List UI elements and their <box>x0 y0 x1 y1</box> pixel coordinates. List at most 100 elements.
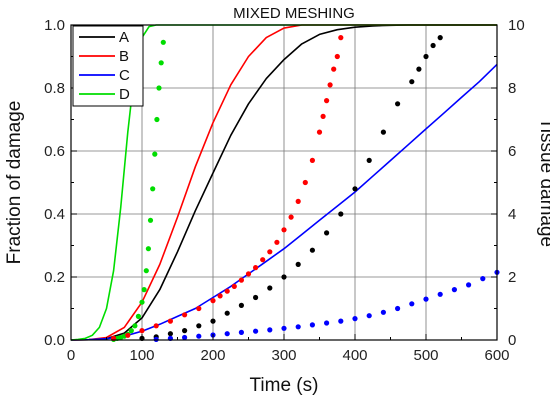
series-point <box>437 35 443 41</box>
legend-label: D <box>119 86 130 103</box>
series-point <box>466 282 472 288</box>
series-point <box>267 249 273 255</box>
series-point <box>245 271 252 277</box>
series-point <box>395 101 401 107</box>
x-tick-label: 0 <box>67 347 75 364</box>
series-point <box>295 324 301 330</box>
y-tick-label: 0.2 <box>44 269 65 286</box>
series-point <box>224 331 230 337</box>
series-point <box>338 211 344 217</box>
series-point <box>224 310 230 316</box>
series-point <box>152 151 158 157</box>
x-tick-label: 400 <box>342 347 367 364</box>
y-tick-label: 0.6 <box>44 143 65 160</box>
series-point <box>316 129 323 135</box>
series-point <box>281 227 287 233</box>
series-point <box>416 66 422 72</box>
series-point <box>324 98 330 104</box>
y-axis-title: Fraction of damage <box>4 101 25 265</box>
series-point <box>182 312 188 318</box>
y-tick-label: 0.4 <box>44 206 65 223</box>
series-point <box>437 291 443 297</box>
series-point <box>380 309 386 315</box>
series-point <box>423 53 429 60</box>
series-point <box>196 323 202 329</box>
series-point <box>281 325 287 331</box>
series-point <box>196 305 202 312</box>
y2-tick-label: 0 <box>508 332 516 349</box>
y-tick-label: 0.8 <box>44 80 65 97</box>
series-point <box>210 318 216 324</box>
series-point <box>366 157 372 163</box>
y-tick-label: 0.0 <box>44 332 65 349</box>
series-point <box>338 318 344 324</box>
series-point <box>147 217 154 223</box>
series-point <box>288 214 294 220</box>
legend-box <box>72 25 144 107</box>
axis-ticks: 0 100 200 300 400 500 600 0.0 0.2 0.4 0.6 0.8 1.0 0 2 4… <box>44 17 525 364</box>
series-point <box>324 320 330 326</box>
series-point <box>167 318 173 324</box>
series-point <box>253 294 259 301</box>
y2-tick-label: 10 <box>508 17 525 34</box>
x-tick-label: 600 <box>484 347 509 364</box>
series-point <box>480 276 486 282</box>
series-point <box>380 129 386 135</box>
y-tick-label: 1.0 <box>44 17 65 34</box>
series-point <box>217 293 223 299</box>
series-point <box>231 283 237 289</box>
series-point <box>141 287 147 293</box>
series-point <box>352 186 358 192</box>
series-point <box>309 322 315 328</box>
series-point <box>295 198 301 204</box>
series-point <box>210 298 216 304</box>
x-tick-label: 200 <box>200 347 225 364</box>
series-point <box>224 288 230 294</box>
series-point <box>145 246 151 252</box>
legend-label: A <box>119 29 129 46</box>
series-point <box>125 332 131 338</box>
x-tick-label: 100 <box>129 347 154 364</box>
series-point <box>135 313 141 319</box>
series-point <box>423 296 429 302</box>
y2-tick-label: 4 <box>508 206 516 223</box>
series-point <box>238 302 244 308</box>
series-point <box>334 53 340 60</box>
series-point <box>128 328 134 334</box>
series-point <box>260 257 266 263</box>
series-point <box>430 42 436 49</box>
y2-tick-label: 6 <box>508 143 516 160</box>
y2-axis-title: Tissue damage <box>536 118 550 247</box>
series-point <box>182 334 188 341</box>
series-point <box>267 327 273 333</box>
series-point <box>274 239 280 245</box>
series-point <box>331 66 337 72</box>
series-point <box>309 157 315 163</box>
series-point <box>324 230 330 236</box>
series-point <box>132 323 138 329</box>
series-point <box>409 301 415 307</box>
series-point <box>196 333 202 339</box>
series-point <box>238 277 244 283</box>
x-axis-title: Time (s) <box>250 375 319 396</box>
series-point <box>395 305 401 312</box>
series-point <box>139 328 145 334</box>
series-point <box>167 331 173 337</box>
x-tick-label: 300 <box>271 347 296 364</box>
y2-tick-label: 2 <box>508 269 516 286</box>
series-point <box>238 329 244 335</box>
series-point <box>253 328 259 334</box>
series-point <box>281 274 287 280</box>
legend-label: C <box>119 67 130 84</box>
series-point <box>267 285 273 291</box>
series-point <box>156 85 162 91</box>
y2-tick-label: 8 <box>508 80 516 97</box>
series-point <box>338 35 344 41</box>
series-point <box>451 287 457 293</box>
x-tick-label: 500 <box>413 347 438 364</box>
series-point <box>253 265 259 271</box>
series-point <box>320 113 326 119</box>
legend-label: B <box>119 48 129 65</box>
